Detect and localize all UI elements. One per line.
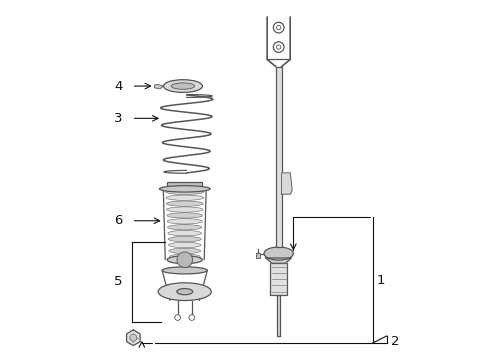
Ellipse shape (166, 201, 203, 206)
Ellipse shape (162, 267, 207, 274)
Ellipse shape (177, 289, 193, 295)
Ellipse shape (168, 237, 201, 242)
Ellipse shape (169, 254, 200, 260)
Polygon shape (282, 173, 292, 194)
Circle shape (189, 315, 195, 320)
Circle shape (276, 26, 281, 30)
Ellipse shape (164, 80, 202, 93)
FancyBboxPatch shape (277, 295, 280, 336)
Circle shape (175, 315, 180, 320)
FancyBboxPatch shape (167, 183, 202, 189)
Ellipse shape (168, 225, 202, 230)
Text: 4: 4 (114, 80, 122, 93)
Ellipse shape (172, 83, 195, 89)
Polygon shape (126, 330, 140, 346)
Text: 2: 2 (391, 335, 399, 348)
Circle shape (177, 252, 193, 267)
Ellipse shape (264, 247, 294, 260)
Ellipse shape (167, 213, 202, 218)
Circle shape (130, 334, 137, 341)
Text: 1: 1 (377, 274, 385, 287)
Ellipse shape (166, 195, 203, 201)
Ellipse shape (169, 242, 201, 248)
FancyBboxPatch shape (256, 253, 260, 258)
Circle shape (273, 42, 284, 53)
Ellipse shape (168, 230, 202, 236)
Ellipse shape (167, 256, 202, 264)
Polygon shape (266, 258, 292, 263)
Ellipse shape (158, 283, 211, 301)
Text: 5: 5 (114, 275, 122, 288)
Ellipse shape (167, 207, 203, 212)
Circle shape (276, 45, 281, 49)
Circle shape (273, 22, 284, 33)
Text: 6: 6 (114, 214, 122, 227)
Ellipse shape (166, 189, 204, 194)
Ellipse shape (159, 186, 210, 192)
Ellipse shape (169, 248, 201, 253)
Ellipse shape (167, 219, 202, 224)
Polygon shape (155, 84, 164, 89)
Text: 3: 3 (114, 112, 122, 125)
FancyBboxPatch shape (270, 263, 287, 295)
FancyBboxPatch shape (276, 67, 282, 247)
